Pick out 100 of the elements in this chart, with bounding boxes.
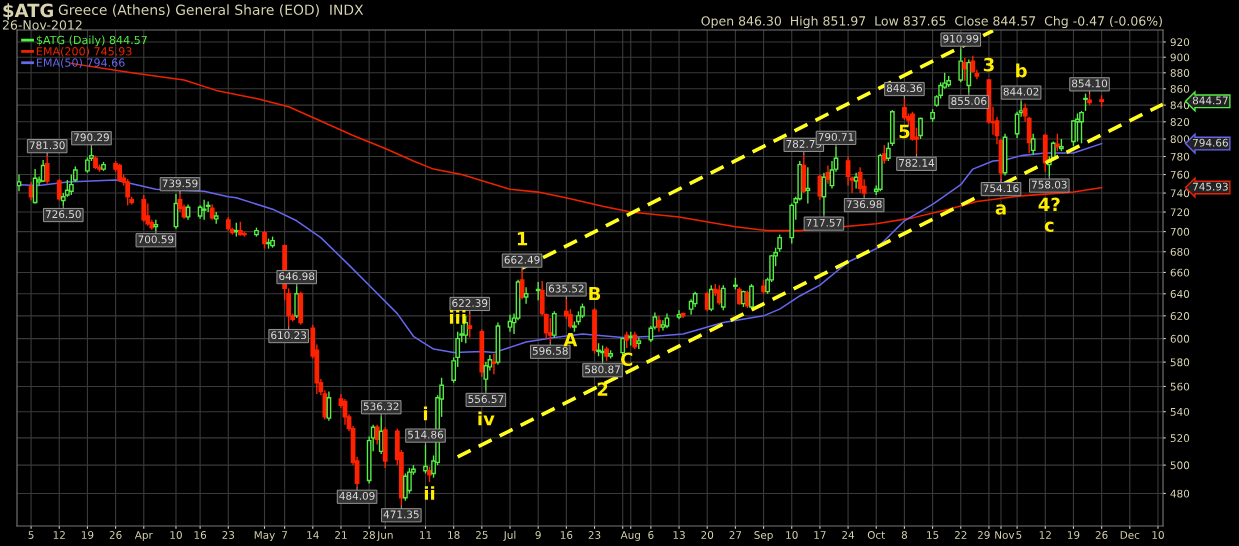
x-tick-label: 24 — [842, 531, 855, 539]
text: 758.03 — [1031, 180, 1067, 189]
text: 662.49 — [504, 255, 540, 264]
candlestick — [881, 144, 887, 165]
y-tick-label: 520 — [1170, 434, 1190, 442]
annotation: 2 — [597, 382, 608, 396]
x-tick-label: 22 — [954, 531, 967, 539]
text: 848.36 — [886, 84, 922, 93]
x-tick-label: 13 — [673, 531, 685, 539]
annotation: B — [589, 286, 601, 301]
text: 622.39 — [452, 299, 488, 307]
x-tick-label: 5 — [1016, 531, 1022, 539]
candlestick — [853, 172, 859, 190]
x-tick-label: May — [254, 531, 275, 541]
text: 26-Nov-2012 — [2, 20, 82, 30]
candlestick — [720, 284, 726, 311]
candlestick — [825, 164, 831, 185]
y-tick-label: 560 — [1170, 382, 1190, 391]
y-tick-label: 640 — [1170, 290, 1190, 298]
annotation: C — [621, 352, 633, 367]
x-tick-label: Oct — [867, 531, 885, 539]
y-tick-label: 580 — [1170, 358, 1190, 367]
x-tick-label: 19 — [81, 531, 94, 539]
text: 855.06 — [951, 97, 987, 105]
candlestick — [1075, 112, 1080, 143]
annotation: ii — [424, 486, 435, 500]
text: 536.32 — [363, 402, 399, 411]
candlestick — [141, 194, 147, 223]
y-tick-label: 880 — [1170, 69, 1190, 77]
x-tick-label: 6 — [648, 531, 654, 539]
candlestick — [56, 178, 62, 202]
candlestick — [1030, 133, 1036, 156]
candlestick — [551, 310, 557, 339]
candlestick — [374, 423, 380, 446]
annotation: iii — [449, 310, 466, 324]
annotation: b — [1016, 63, 1027, 78]
annotation: A — [563, 332, 578, 347]
text: 717.57 — [806, 218, 842, 227]
text: 910.99 — [943, 34, 979, 43]
x-tick-label: Sep — [754, 531, 773, 541]
x-tick-label: 10 — [170, 531, 182, 539]
annotation: i — [423, 406, 428, 421]
text: 580.87 — [585, 365, 620, 374]
x-tick-label: 20 — [701, 531, 714, 539]
annotation: 4? — [1038, 197, 1060, 211]
y-tick-label: 780 — [1170, 152, 1190, 161]
chart-title: $ATG — [3, 3, 53, 20]
annotation: 5 — [899, 124, 910, 139]
candlestick — [535, 281, 541, 302]
x-tick-label: 28 — [363, 531, 375, 539]
y-tick-label: 760 — [1170, 170, 1190, 179]
x-tick-label: 26 — [1095, 531, 1108, 539]
y-tick-label: 540 — [1170, 407, 1190, 416]
x-tick-label: 29 — [977, 531, 990, 539]
text: 726.50 — [45, 210, 81, 219]
x-tick-label: 25 — [475, 531, 488, 539]
y-tick-label: 620 — [1170, 312, 1190, 320]
text: 790.29 — [74, 133, 109, 142]
text: 754.16 — [983, 184, 1019, 193]
candlestick — [805, 166, 811, 205]
y-tick-label: 860 — [1170, 84, 1190, 93]
x-tick-label: 12 — [53, 531, 65, 539]
chart-subtitle: Greece (Athens) General Share (EOD) INDX — [58, 4, 364, 17]
x-tick-label: Apr — [134, 531, 153, 541]
text: 844.02 — [1003, 87, 1039, 96]
x-tick-label: 14 — [307, 531, 319, 539]
text: 471.35 — [383, 510, 419, 519]
x-tick-label: 7 — [282, 531, 288, 539]
candlestick — [117, 162, 123, 183]
y-tick-label: 480 — [1170, 489, 1190, 498]
legend-label: EMA(200) 745.93 — [36, 46, 132, 57]
text: 854.10 — [1072, 79, 1108, 88]
candlestick — [17, 173, 22, 192]
x-tick-label: 8 — [901, 531, 908, 539]
annotation: 3 — [983, 57, 994, 72]
x-tick-label: 15 — [927, 531, 939, 539]
x-tick-label: 26 — [109, 531, 122, 539]
annotation: iv — [478, 411, 495, 426]
text: 484.09 — [339, 491, 375, 500]
x-tick-label: 10 — [1152, 531, 1164, 539]
x-tick-label: 23 — [588, 531, 601, 539]
candlestick — [1079, 110, 1084, 144]
annotation: c — [1044, 221, 1054, 232]
text: 514.86 — [408, 430, 444, 439]
x-tick-label: 18 — [448, 531, 460, 539]
text: 556.57 — [468, 395, 504, 403]
x-tick-label: 16 — [194, 531, 207, 539]
text: 844.57 — [1192, 96, 1228, 105]
text: 781.30 — [29, 141, 65, 150]
x-tick-label: Aug — [620, 531, 640, 541]
text: 646.98 — [279, 272, 315, 281]
x-tick-label: 12 — [1039, 531, 1051, 539]
x-tick-label: 16 — [560, 531, 573, 539]
candlestick — [523, 286, 529, 305]
x-tick-label: 9 — [535, 531, 541, 539]
x-tick-label: Dec — [1120, 531, 1140, 539]
y-tick-label: 920 — [1170, 38, 1190, 47]
y-tick-label: 740 — [1170, 189, 1190, 198]
x-tick-label: 5 — [28, 531, 34, 539]
text: 700.59 — [138, 235, 174, 244]
